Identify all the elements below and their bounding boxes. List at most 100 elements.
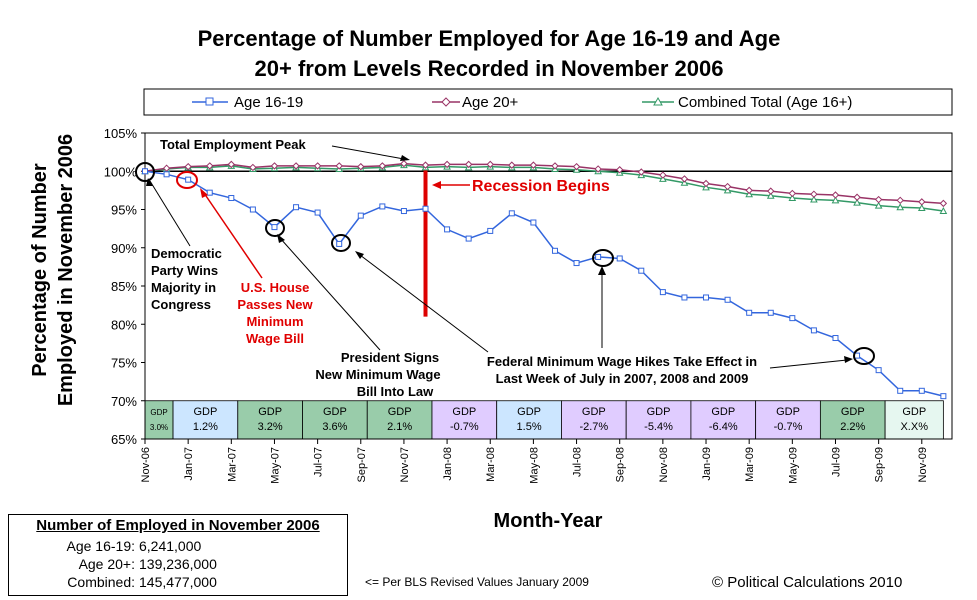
annotation-president-l2: New Minimum Wage bbox=[315, 367, 440, 382]
series-1-point-31 bbox=[810, 190, 818, 198]
series-0-point-29 bbox=[767, 309, 774, 316]
series-0-point-0 bbox=[142, 168, 148, 175]
annotation-president-arrowhead bbox=[277, 234, 285, 243]
series-0-point-13 bbox=[422, 205, 429, 212]
series-0-point-9 bbox=[336, 240, 343, 247]
series-2-point-30 bbox=[788, 193, 797, 202]
gdp-band-label-4: GDP bbox=[388, 406, 412, 418]
legend-marker-age-16-19 bbox=[205, 97, 214, 106]
annotation-house-l2: Passes New bbox=[237, 297, 313, 312]
y-axis-ticks: 65% 70% 75% 80% 85% 90% 95% 100% 105% bbox=[104, 126, 138, 447]
annotation-democratic-arrow bbox=[149, 180, 191, 247]
series-1-point-34 bbox=[874, 195, 883, 204]
gdp-bands: GDP 3.0% GDP 1.2% GDP 3.2% GDP 3.6% GDP 2.1% GDP -0… bbox=[144, 400, 944, 440]
series-1-point-30 bbox=[788, 189, 797, 198]
series-1-point-14 bbox=[443, 160, 451, 169]
series-0-point-8 bbox=[314, 209, 321, 216]
chart-title-line1: Percentage of Number Employed for Age 16… bbox=[198, 26, 781, 51]
series-1-point-3 bbox=[206, 162, 214, 170]
legend-item-age-20-plus: Age 20+ bbox=[432, 94, 519, 111]
x-tick-label-0: Nov-06 bbox=[140, 447, 152, 482]
series-1-point-6 bbox=[270, 162, 279, 170]
annotation-house: U.S. House Passes New Minimum Wage Bill bbox=[176, 171, 313, 346]
annotation-recession: Recession Begins bbox=[432, 178, 610, 195]
annotation-democratic-l3: Majority in bbox=[151, 280, 216, 295]
annotation-democratic-l2: Party Wins bbox=[151, 263, 218, 278]
legend-box bbox=[143, 88, 953, 116]
series-0-point-23 bbox=[638, 267, 645, 274]
series-1-point-33 bbox=[853, 193, 861, 201]
gdp-band-value-1: 1.2% bbox=[193, 421, 218, 433]
series-1-point-32 bbox=[831, 191, 840, 199]
annotation-peak-text: Total Employment Peak bbox=[160, 137, 306, 152]
series-0-point-6 bbox=[271, 224, 278, 231]
gdp-band-value-9: -6.4% bbox=[709, 421, 738, 433]
info-box-header: Number of Employed in November 2006 bbox=[36, 517, 320, 534]
x-tick-label-3: May-07 bbox=[269, 447, 281, 484]
y-tick-label-5: 90% bbox=[111, 241, 137, 256]
series-0-point-37 bbox=[940, 393, 947, 400]
info-value-age-16-19: 6,241,000 bbox=[139, 538, 202, 554]
y-axis-title-line1: Percentage of Number bbox=[29, 163, 51, 377]
series-1-point-36 bbox=[918, 198, 926, 206]
x-tick-label-12: Nov-08 bbox=[658, 447, 670, 482]
x-tick-label-4: Jul-07 bbox=[313, 447, 325, 477]
annotation-recession-arrowhead bbox=[432, 181, 441, 189]
annotation-recession-text: Recession Begins bbox=[472, 178, 610, 195]
series-0-point-10 bbox=[357, 212, 364, 219]
gdp-band-10 bbox=[755, 400, 821, 440]
series-0-point-19 bbox=[551, 247, 558, 254]
annotation-democratic-circle bbox=[135, 162, 155, 182]
chart-title-line2: 20+ from Levels Recorded in November 200… bbox=[255, 56, 724, 81]
series-0-point-11 bbox=[379, 203, 386, 210]
x-tick-label-10: Jul-08 bbox=[572, 447, 584, 477]
series-0-point-28 bbox=[746, 309, 753, 316]
series-1-point-23 bbox=[637, 168, 645, 176]
y-tick-label-3: 80% bbox=[111, 317, 137, 332]
gdp-band-value-6: 1.5% bbox=[517, 421, 542, 433]
x-tick-label-18: Nov-09 bbox=[917, 447, 929, 482]
copyright: © Political Calculations 2010 bbox=[712, 574, 903, 591]
series-1-point-13 bbox=[421, 161, 430, 169]
annotation-president: President Signs New Minimum Wage Bill In… bbox=[265, 219, 441, 399]
annotation-federal-arrowhead-jul09 bbox=[844, 356, 853, 363]
series-1-point-16 bbox=[486, 160, 494, 169]
annotation-federal-circle-jul08 bbox=[592, 249, 614, 267]
info-value-combined: 145,477,000 bbox=[139, 574, 217, 590]
x-tick-label-16: Jul-09 bbox=[830, 447, 842, 477]
x-axis-title: Month-Year bbox=[494, 510, 603, 532]
legend-item-age-16-19: Age 16-19 bbox=[192, 94, 303, 111]
x-tick-label-8: Mar-08 bbox=[485, 447, 497, 482]
gdp-band-12 bbox=[884, 400, 944, 440]
gdp-band-label-11: GDP bbox=[841, 406, 865, 418]
y-axis-title-line2: Employed in November 2006 bbox=[55, 134, 77, 406]
series-0-point-7 bbox=[293, 204, 300, 211]
gdp-band-label-8: GDP bbox=[647, 406, 671, 418]
x-tick-label-6: Nov-07 bbox=[399, 447, 411, 482]
series-0-point-2 bbox=[185, 176, 192, 183]
annotation-democratic-l4: Congress bbox=[151, 297, 211, 312]
series-0-point-1 bbox=[163, 171, 170, 178]
footnote: <= Per BLS Revised Values January 2009 bbox=[365, 575, 589, 589]
annotation-federal-circle-jul09 bbox=[853, 347, 875, 365]
series-1-point-15 bbox=[464, 160, 473, 169]
y-tick-label-4: 85% bbox=[111, 279, 137, 294]
annotation-peak-arrowhead bbox=[400, 155, 410, 161]
series-0-point-31 bbox=[810, 327, 817, 334]
series-1-point-21 bbox=[594, 165, 602, 173]
info-value-age-20-plus: 139,236,000 bbox=[139, 556, 217, 572]
series-0-point-17 bbox=[508, 210, 515, 217]
gdp-band-label-7: GDP bbox=[582, 406, 606, 418]
series-1-point-26 bbox=[702, 179, 710, 188]
series-0-point-30 bbox=[789, 315, 796, 322]
series-0-point-26 bbox=[703, 294, 710, 301]
gdp-band-0 bbox=[144, 400, 174, 440]
series-0-point-34 bbox=[875, 367, 882, 374]
gdp-band-value-10: -0.7% bbox=[774, 421, 803, 433]
series-0-point-27 bbox=[724, 296, 731, 303]
annotation-peak-arrow bbox=[331, 145, 405, 160]
series-1-point-4 bbox=[227, 160, 236, 169]
series-0-point-12 bbox=[400, 208, 407, 215]
series-0-point-4 bbox=[228, 195, 235, 202]
gdp-band-value-7: -2.7% bbox=[579, 421, 608, 433]
